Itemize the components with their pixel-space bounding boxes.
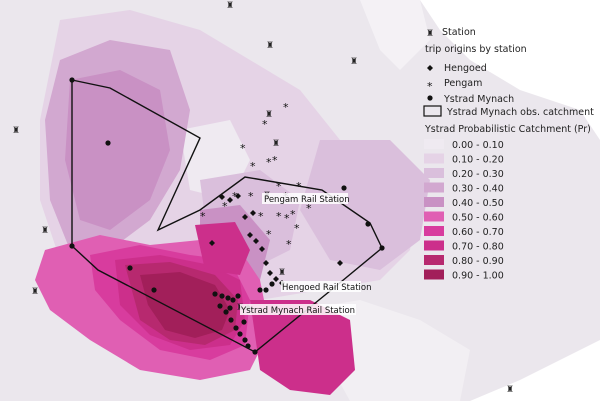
svg-text:*: *	[283, 101, 289, 114]
legend-class-swatch	[424, 226, 444, 236]
station-icon: ♜	[41, 226, 49, 236]
legend-class-label: 0.70 - 0.80	[452, 242, 504, 253]
legend-class-swatch	[424, 240, 444, 251]
legend-class-swatch	[424, 139, 444, 149]
svg-text:*: *	[262, 118, 268, 131]
legend-class-swatch	[424, 182, 444, 193]
legend-class-swatch	[424, 255, 444, 265]
legend-class-label: 0.20 - 0.30	[452, 169, 504, 180]
ystrad-station-label: Ystrad Mynach Rail Station	[240, 306, 355, 316]
ystrad-trip-origins	[69, 77, 385, 355]
legend-class-label: 0.60 - 0.70	[452, 227, 504, 238]
legend-class-swatch	[424, 168, 444, 178]
legend-hengoed: Hengoed	[444, 63, 487, 74]
legend-ystrad: Ystrad Mynach	[443, 94, 514, 105]
station-icon: ♜	[278, 268, 286, 278]
station-icon: ♜	[272, 139, 280, 149]
svg-text:*: *	[248, 190, 254, 203]
svg-text:*: *	[286, 238, 292, 251]
legend-pengam-symbol: *	[427, 80, 433, 93]
svg-text:*: *	[200, 210, 206, 223]
svg-text:*: *	[266, 156, 272, 169]
svg-text:*: *	[276, 180, 282, 193]
station-icon: ♜	[12, 126, 20, 136]
svg-text:*: *	[222, 200, 228, 213]
svg-text:*: *	[290, 208, 296, 221]
svg-text:*: *	[266, 228, 272, 241]
svg-text:*: *	[306, 202, 312, 215]
station-icon: ♜	[265, 110, 273, 120]
legend-pengam: Pengam	[444, 78, 482, 89]
svg-text:*: *	[276, 210, 282, 223]
legend-ystrad-symbol	[427, 95, 433, 101]
svg-text:*: *	[284, 212, 290, 225]
probability-zones	[35, 10, 430, 395]
station-icon: ♜	[506, 385, 514, 395]
station-icon: ♜	[31, 287, 39, 297]
legend-classes: 0.00 - 0.10 0.10 - 0.20 0.20 - 0.30 0.30 - …	[424, 139, 504, 282]
legend-trip-title: trip origins by station	[425, 44, 527, 55]
legend-class-label: 0.90 - 1.00	[452, 271, 504, 282]
legend-class-label: 0.50 - 0.60	[452, 213, 504, 224]
svg-text:*: *	[258, 210, 264, 223]
legend-class-label: 0.10 - 0.20	[452, 155, 504, 166]
pengam-station-label: Pengam Rail Station	[264, 195, 350, 205]
svg-text:*: *	[232, 190, 238, 203]
station-icon: ♜	[350, 57, 358, 67]
svg-text:*: *	[296, 180, 302, 193]
station-labels: Pengam Rail Station Hengoed Rail Station…	[240, 193, 372, 316]
legend: ♜ Station trip origins by station Hengoe…	[423, 27, 594, 282]
legend-class-swatch	[424, 211, 444, 222]
legend-station: Station	[442, 27, 476, 38]
legend-catchment: Ystrad Mynach obs. catchment	[446, 107, 594, 118]
legend-station-icon: ♜	[426, 29, 434, 39]
svg-text:*: *	[294, 222, 300, 235]
legend-class-swatch	[424, 269, 444, 280]
legend-class-label: 0.00 - 0.10	[452, 140, 504, 151]
station-icon: ♜	[226, 1, 234, 11]
legend-hengoed-symbol	[427, 65, 433, 71]
ystrad-obs-catchment	[71, 79, 383, 353]
station-icon: ♜	[266, 41, 274, 51]
hengoed-station-label: Hengoed Rail Station	[282, 283, 372, 293]
legend-scale-title: Ystrad Probabilistic Catchment (Pr)	[424, 124, 591, 135]
svg-text:*: *	[272, 154, 278, 167]
legend-class-label: 0.40 - 0.50	[452, 198, 504, 209]
svg-text:*: *	[240, 142, 246, 155]
legend-class-swatch	[424, 153, 444, 164]
legend-class-label: 0.80 - 0.90	[452, 256, 504, 267]
legend-class-label: 0.30 - 0.40	[452, 184, 504, 195]
svg-text:*: *	[250, 160, 256, 173]
legend-catchment-symbol	[423, 105, 442, 117]
legend-class-swatch	[424, 197, 444, 207]
